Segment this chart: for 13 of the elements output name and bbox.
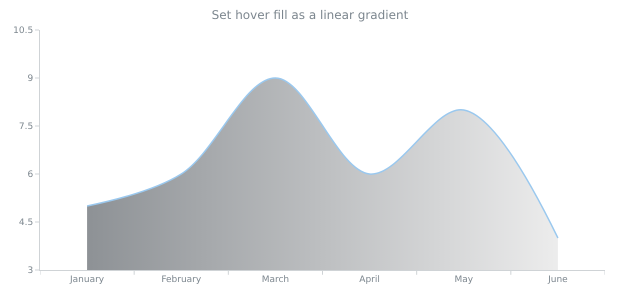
y-tick-label: 9 <box>27 74 34 84</box>
y-tick-label: 6 <box>27 170 34 180</box>
x-tick-label: February <box>161 274 202 285</box>
x-tick-label: May <box>454 274 474 285</box>
x-tick-label: March <box>262 274 290 285</box>
x-tick-label: January <box>69 274 105 285</box>
x-tick-label: June <box>547 274 568 285</box>
y-tick-label: 10.5 <box>13 26 34 36</box>
x-tick-label: April <box>359 274 380 285</box>
chart-title: Set hover fill as a linear gradient <box>212 8 409 22</box>
y-tick-label: 7.5 <box>18 122 34 132</box>
y-tick-label: 4.5 <box>18 218 34 228</box>
y-tick-label: 3 <box>27 266 34 276</box>
